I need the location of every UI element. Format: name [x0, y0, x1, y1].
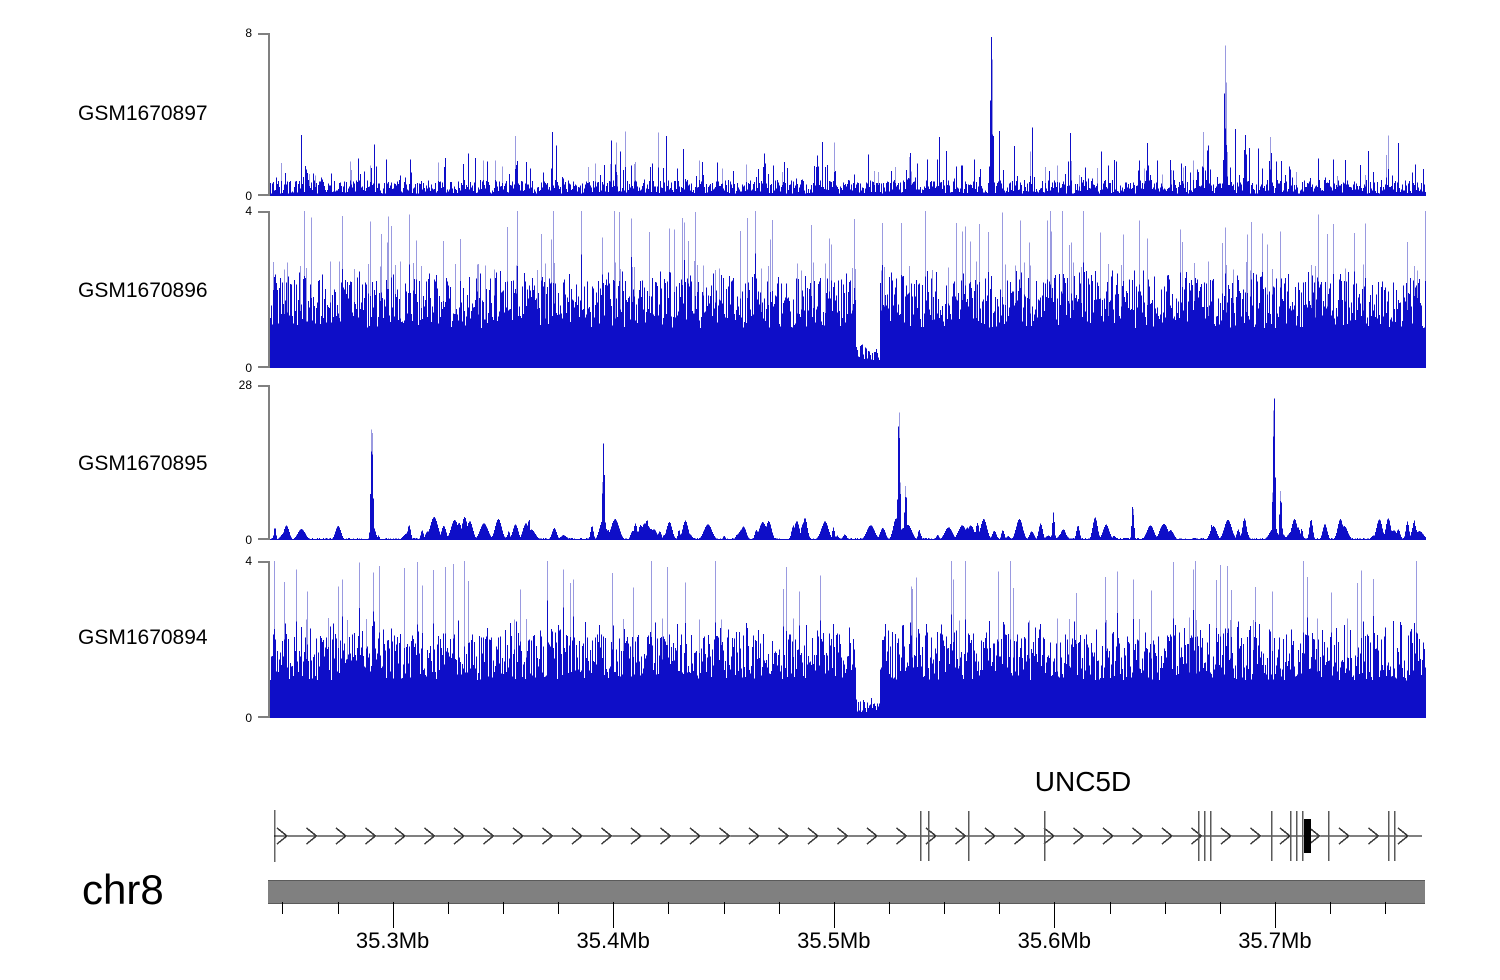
- ruler-tick-minor: [282, 902, 284, 914]
- y-axis-max-label: 4: [245, 554, 252, 568]
- y-axis-line: [268, 33, 270, 196]
- gene-model-svg: [274, 810, 1485, 862]
- y-axis-min-label: 0: [245, 361, 252, 375]
- track-label-gsm1670895: GSM1670895: [78, 452, 208, 475]
- chromosome-ideogram-bar[interactable]: [268, 880, 1425, 904]
- y-axis-line: [268, 561, 270, 718]
- ruler-tick-label: 35.4Mb: [576, 928, 650, 953]
- ruler-tick-label: 35.5Mb: [797, 928, 871, 953]
- y-axis-top-tick: [258, 561, 270, 563]
- track-label-gsm1670896: GSM1670896: [78, 279, 208, 302]
- y-axis-max-label: 4: [245, 204, 252, 218]
- y-axis-bottom-tick: [258, 716, 270, 718]
- ruler-tick-minor: [337, 902, 339, 914]
- ruler-tick-minor: [668, 902, 670, 914]
- y-axis-min-label: 0: [245, 189, 252, 203]
- ruler-tick-minor: [888, 902, 890, 914]
- ruler-tick-minor: [502, 902, 504, 914]
- track-label-gsm1670894: GSM1670894: [78, 626, 208, 649]
- signal-histogram-gsm1670896: [270, 211, 1426, 368]
- y-axis-max-label: 28: [238, 378, 252, 392]
- gene-name-label: UNC5D: [268, 766, 1426, 798]
- gene-name-text: UNC5D: [1034, 766, 1132, 797]
- ruler-tick-label: 35.3Mb: [355, 928, 430, 953]
- y-axis-line: [268, 211, 270, 368]
- ruler-tick-major: [1054, 902, 1056, 928]
- y-axis-top-tick: [258, 211, 270, 213]
- track-label-gsm1670897: GSM1670897: [78, 102, 208, 125]
- y-axis-min-label: 0: [245, 533, 252, 547]
- ruler-tick-label: 35.7Mb: [1238, 928, 1312, 953]
- y-axis-bottom-tick: [258, 538, 270, 540]
- ruler-tick-major: [613, 902, 615, 928]
- y-axis-bottom-tick: [258, 366, 270, 368]
- y-axis-line: [268, 385, 270, 540]
- signal-histogram-gsm1670895: [270, 398, 1426, 540]
- ruler-tick-minor: [778, 902, 780, 914]
- y-axis-max-label: 8: [245, 26, 252, 40]
- y-axis-top-tick: [258, 33, 270, 35]
- y-axis-min-label: 0: [245, 711, 252, 725]
- ruler-tick-minor: [999, 902, 1001, 914]
- ruler-tick-minor: [1219, 902, 1221, 914]
- signal-histogram-gsm1670897: [270, 36, 1426, 196]
- ruler-tick-major: [1274, 902, 1276, 928]
- track-plot-area-gsm1670895[interactable]: 28 0: [239, 379, 1426, 546]
- ruler-tick-minor: [558, 902, 560, 914]
- ruler-tick-minor: [1109, 902, 1111, 914]
- ruler-tick-minor: [447, 902, 449, 914]
- ruler-tick-major: [392, 902, 394, 928]
- ruler-tick-label: 35.6Mb: [1017, 928, 1091, 953]
- y-axis-bottom-tick: [258, 194, 270, 196]
- ruler-tick-major: [833, 902, 835, 928]
- ruler-tick-minor: [1330, 902, 1332, 914]
- ruler-tick-minor: [723, 902, 725, 914]
- chromosome-label: chr8: [82, 866, 164, 913]
- ruler-tick-minor: [944, 902, 946, 914]
- signal-histogram-gsm1670894: [270, 561, 1426, 718]
- gene-model-track[interactable]: [268, 800, 1485, 872]
- ruler-tick-minor: [1164, 902, 1166, 914]
- y-axis-top-tick: [258, 385, 270, 387]
- ruler-tick-minor: [1385, 902, 1387, 914]
- coordinate-ruler: 35.3Mb 35.4Mb 35.5Mb 35.6Mb 35.7Mb: [268, 902, 1425, 972]
